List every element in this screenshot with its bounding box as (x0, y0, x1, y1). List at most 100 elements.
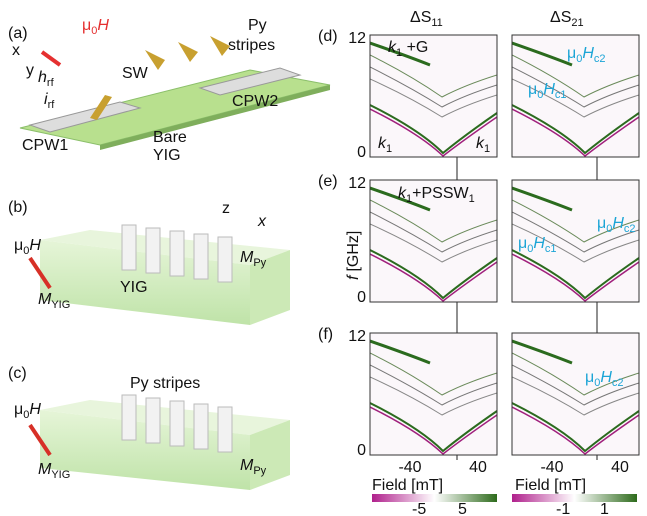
label: Py (248, 17, 267, 34)
panel-label: (f) (318, 326, 333, 343)
stripe (122, 395, 136, 440)
y-tick-label: 12 (348, 328, 366, 345)
t: 1 (386, 143, 392, 155)
t: rf (48, 99, 56, 111)
axis-label: x (12, 42, 20, 59)
figure: (a) x y μ0H Py stripes SW hrf irf CPW1 B… (0, 0, 647, 516)
t: c2 (612, 377, 624, 389)
field-label: μ0H (14, 401, 41, 421)
t: +PSSW (412, 185, 469, 202)
t: c2 (624, 223, 636, 235)
stripe (122, 225, 136, 270)
t: H (29, 237, 41, 254)
x-tick-label: 40 (469, 459, 487, 476)
stripe (218, 407, 232, 452)
stripe (194, 404, 208, 449)
y-tick-label: 12 (348, 175, 366, 192)
field-label: μ0H (14, 237, 41, 257)
field-label: μ0H (82, 17, 109, 37)
axis-label: x (257, 213, 267, 230)
t: 1 (469, 193, 475, 205)
t: YIG (51, 469, 70, 481)
colorbar-tick: 1 (600, 501, 609, 516)
t: M (240, 249, 254, 266)
spectrum (370, 333, 497, 455)
t: 11 (431, 17, 442, 29)
panel-label: (b) (8, 199, 28, 216)
label: SW (122, 65, 149, 82)
t: M (240, 457, 254, 474)
t: c1 (555, 89, 567, 101)
t: μ (585, 369, 594, 386)
label: YIG (153, 147, 181, 164)
label: Bare (153, 129, 187, 146)
t: YIG (51, 299, 70, 311)
label: CPW2 (232, 93, 278, 110)
t: H (600, 369, 612, 386)
column-title: ΔS21 (550, 9, 584, 29)
panel-b: (b) z x μ0H MPy MYIG YIG (8, 199, 290, 325)
y-axis-title: f [GHz] (345, 231, 362, 280)
t: rf (47, 77, 55, 89)
t: μ (518, 235, 527, 252)
colorbar (512, 494, 637, 502)
colorbar-tick: -5 (412, 501, 426, 516)
colorbar-tick: -1 (556, 501, 570, 516)
t: M (38, 291, 52, 308)
stripe (146, 228, 160, 273)
axis-label: z (222, 200, 230, 217)
stripe (146, 398, 160, 443)
t: 21 (571, 17, 583, 29)
t: μ (14, 401, 23, 418)
t: M (38, 461, 52, 478)
t: [GHz] (345, 231, 362, 272)
t: μ (567, 45, 576, 62)
label: hrf (38, 69, 55, 89)
y-tick-label: 12 (348, 30, 366, 47)
spectrum (512, 180, 639, 302)
label: YIG (120, 279, 148, 296)
panel-a: (a) x y μ0H Py stripes SW hrf irf CPW1 B… (8, 17, 330, 164)
t: ΔS (410, 9, 431, 26)
t: H (29, 401, 41, 418)
y-tick-label: 0 (357, 289, 366, 306)
stripe (194, 234, 208, 279)
t: μ (597, 215, 606, 232)
probe (210, 36, 230, 56)
t: H (533, 235, 545, 252)
label: Py stripes (130, 375, 200, 392)
t: H (543, 81, 555, 98)
panel-label: (d) (318, 28, 338, 45)
spectrum (512, 333, 639, 455)
y-tick-label: 0 (357, 144, 366, 161)
label: irf (44, 91, 55, 111)
stripe (170, 401, 184, 446)
axis-label: y (26, 62, 34, 79)
t: 1 (484, 143, 490, 155)
x-tick-label: -40 (540, 459, 563, 476)
t: H (97, 17, 109, 34)
panel-label: (a) (8, 25, 28, 42)
stripe (218, 237, 232, 282)
t: μ (82, 17, 91, 34)
t: H (612, 215, 624, 232)
t: c1 (545, 243, 557, 255)
probe (145, 50, 165, 70)
t: f (345, 274, 362, 280)
label: CPW1 (22, 137, 68, 154)
label: stripes (228, 37, 275, 54)
panel-label: (c) (8, 365, 27, 382)
panel-c: (c) Py stripes μ0H MPy MYIG (8, 365, 290, 490)
t: H (582, 45, 594, 62)
column-title: ΔS11 (410, 9, 443, 29)
stripe (170, 231, 184, 276)
field-arrow (42, 52, 60, 65)
t: h (38, 69, 47, 86)
t: c2 (594, 53, 606, 65)
t: Py (253, 465, 266, 477)
t: ΔS (550, 9, 571, 26)
t: μ (14, 237, 23, 254)
colorbar-tick: 5 (458, 501, 467, 516)
y-tick-label: 0 (357, 442, 366, 459)
